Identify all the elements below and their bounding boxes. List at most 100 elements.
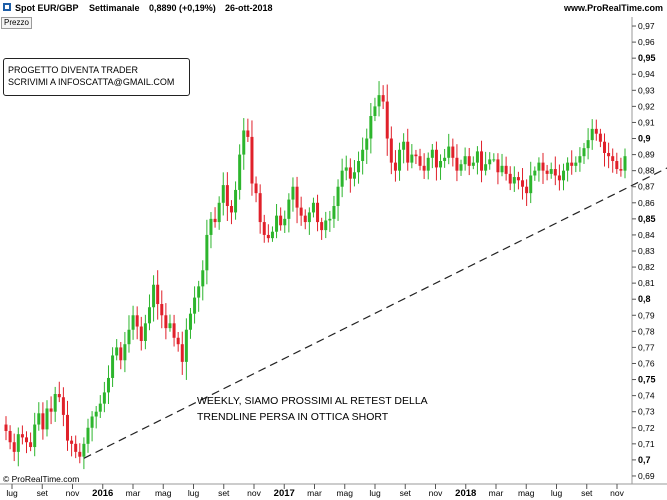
candle-body (336, 186, 340, 207)
chart-annotation: WEEKLY, SIAMO PROSSIMI AL RETEST DELLA T… (197, 393, 428, 425)
candle-body (553, 169, 557, 176)
annotation-line-1: WEEKLY, SIAMO PROSSIMI AL RETEST DELLA (197, 395, 428, 407)
y-tick-label: 0,8 (638, 294, 651, 304)
candle-body (234, 189, 238, 213)
x-tick-label: set (581, 488, 593, 498)
chart-header: Spot EUR/GBP Settimanale 0,8890 (+0,19%)… (0, 0, 667, 17)
y-tick-label: 0,7 (638, 455, 651, 465)
y-tick-label: 0,88 (638, 166, 655, 176)
candle-body (496, 159, 500, 173)
y-tick-label: 0,79 (638, 310, 655, 320)
y-tick-label: 0,91 (638, 117, 655, 127)
candle-body (295, 186, 299, 208)
x-tick-label: nov (247, 488, 261, 498)
y-tick-label: 0,94 (638, 69, 655, 79)
candle-body (102, 392, 106, 404)
candle-body (86, 427, 90, 444)
candle-body (525, 186, 529, 194)
y-tick-label: 0,71 (638, 439, 655, 449)
candle-body (156, 284, 160, 305)
candle-body (193, 297, 197, 314)
candle-body (111, 355, 115, 378)
candle-body (623, 156, 627, 171)
copyright: © ProRealTime.com (3, 474, 80, 484)
note-line-2: SCRIVIMI A INFOSCATTA@GMAIL.COM (8, 77, 175, 87)
y-tick-label: 0,89 (638, 150, 655, 160)
candle-body (209, 218, 213, 235)
candle-body (512, 177, 516, 184)
candle-body (619, 169, 623, 171)
candle-body (119, 347, 123, 361)
x-tick-label: lug (6, 488, 18, 498)
candle-body (570, 162, 574, 166)
y-tick-label: 0,72 (638, 423, 655, 433)
candle-body (562, 170, 566, 181)
y-tick-label: 0,86 (638, 198, 655, 208)
x-tick-label: nov (66, 488, 80, 498)
candle-body (152, 284, 156, 308)
candle-body (500, 165, 504, 173)
x-tick-label: lug (369, 488, 381, 498)
candle-body (377, 95, 381, 107)
y-tick-label: 0,96 (638, 37, 655, 47)
candle-body (57, 394, 61, 398)
y-tick-label: 0,74 (638, 391, 655, 401)
x-tick-label: mar (307, 488, 322, 498)
candle-body (467, 156, 471, 166)
candle-body (529, 175, 533, 194)
candle-body (213, 218, 217, 223)
candle-body (98, 403, 102, 412)
x-tick-label: mag (518, 488, 535, 498)
candle-body (615, 161, 619, 170)
candle-body (430, 149, 434, 158)
candle-body (246, 130, 250, 137)
candle-body (603, 141, 607, 153)
candle-body (229, 206, 233, 213)
candle-body (70, 440, 74, 444)
candle-body (94, 411, 98, 417)
candle-body (217, 202, 221, 223)
candle-body (16, 434, 20, 452)
candle-body (607, 152, 611, 157)
candle-body (324, 220, 328, 231)
candle-body (578, 156, 582, 163)
candle-body (168, 323, 172, 329)
note-box: PROGETTO DIVENTA TRADER SCRIVIMI A INFOS… (3, 58, 190, 96)
candle-body (566, 162, 570, 171)
candle-body (4, 424, 8, 431)
candle-body (172, 323, 176, 338)
candle-body (418, 156, 422, 166)
candle-body (352, 172, 356, 179)
candle-body (188, 313, 192, 330)
candle-body (590, 128, 594, 141)
candle-body (393, 162, 397, 171)
candle-body (221, 185, 225, 203)
candle-body (225, 185, 229, 207)
y-axis: 0,69 0,7 0,71 0,72 0,73 0,74 0,75 0,76 0,77 0,78 0… (632, 21, 656, 481)
candle-body (451, 146, 455, 158)
x-axis: lug set nov 2016 mar mag lug set nov 2017 mar mag lu… (6, 484, 625, 499)
candle-body (90, 416, 94, 428)
candle-body (164, 315, 168, 329)
candle-body (504, 165, 508, 174)
price-panel-tab[interactable]: Prezzo (1, 17, 32, 29)
candle-body (537, 162, 541, 171)
y-tick-label: 0,95 (638, 53, 656, 63)
candle-body (332, 206, 336, 219)
x-tick-label: mag (336, 488, 353, 498)
candle-body (106, 377, 110, 393)
candle-body (61, 397, 65, 415)
candle-body (455, 157, 459, 171)
x-tick-label: lug (551, 488, 563, 498)
candle-body (459, 164, 463, 171)
candle-body (521, 180, 525, 187)
instrument-icon (3, 3, 11, 11)
y-tick-label: 0,97 (638, 21, 655, 31)
candle-body (533, 170, 537, 176)
candle-body (45, 408, 49, 430)
candle-body (541, 162, 545, 171)
candle-body (258, 193, 262, 223)
y-tick-label: 0,87 (638, 182, 655, 192)
candle-body (348, 167, 352, 179)
